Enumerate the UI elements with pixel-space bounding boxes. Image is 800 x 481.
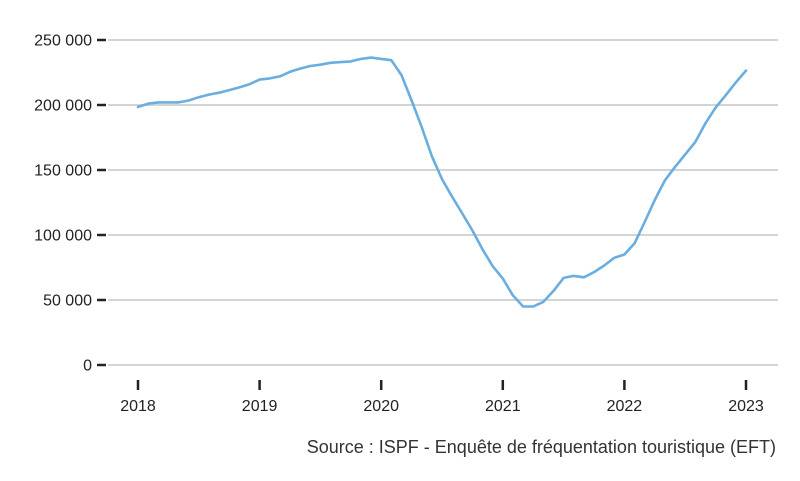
x-tick-label: 2022 bbox=[607, 398, 643, 415]
plot-area bbox=[136, 56, 748, 308]
source-caption: Source : ISPF - Enquête de fréquentation… bbox=[306, 437, 776, 457]
y-tick-label: 150 000 bbox=[34, 163, 92, 180]
grid-lines bbox=[108, 39, 778, 366]
series-line bbox=[136, 56, 748, 308]
y-tick-label: 200 000 bbox=[34, 98, 92, 115]
y-tick-label: 250 000 bbox=[34, 33, 92, 50]
x-axis: 2018 2019 2020 2021 2022 2023 bbox=[120, 380, 764, 415]
x-tick-label: 2019 bbox=[242, 398, 278, 415]
x-tick-label: 2021 bbox=[485, 398, 521, 415]
x-tick-label: 2023 bbox=[728, 398, 764, 415]
line-chart: 0 50 000 100 000 150 000 200 000 250 000 2018… bbox=[34, 33, 778, 415]
y-axis: 0 50 000 100 000 150 000 200 000 250 000 bbox=[34, 33, 106, 375]
y-tick-label: 100 000 bbox=[34, 228, 92, 245]
y-tick-label: 0 bbox=[83, 358, 92, 375]
x-tick-label: 2018 bbox=[120, 398, 156, 415]
x-tick-label: 2020 bbox=[363, 398, 399, 415]
y-tick-label: 50 000 bbox=[43, 293, 92, 310]
